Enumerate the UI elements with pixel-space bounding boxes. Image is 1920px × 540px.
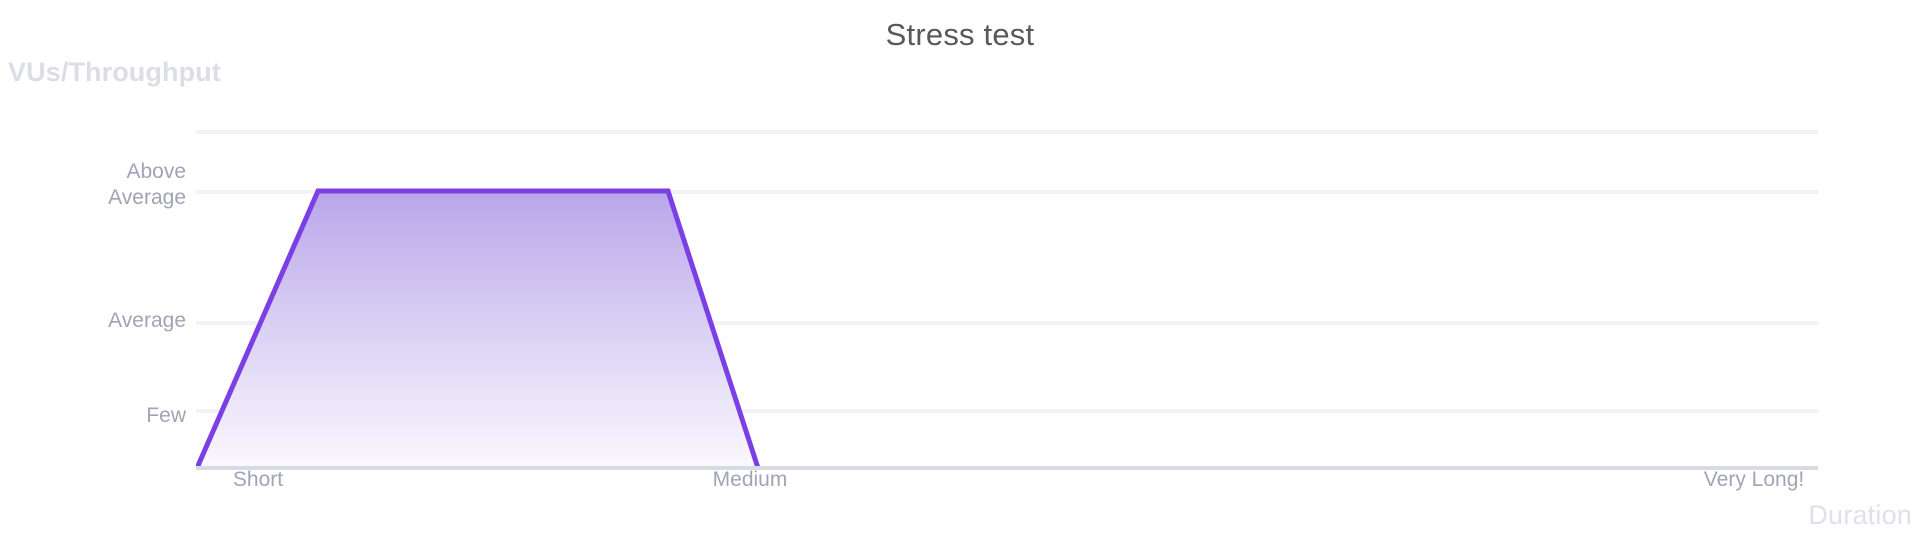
series-line-vus xyxy=(196,188,761,470)
y-axis-title: VUs/Throughput xyxy=(8,57,221,87)
y-tick-line-1: Above xyxy=(126,160,186,183)
y-tick-label-above-average: Above Average xyxy=(108,159,186,211)
y-tick-line-2: Average xyxy=(108,186,186,209)
x-tick-label-medium: Medium xyxy=(712,468,788,491)
y-tick-label-few: Few xyxy=(146,404,186,427)
area-fill-vus xyxy=(197,191,758,468)
page-title: Stress test xyxy=(885,17,1035,52)
chart-plot-svg xyxy=(196,130,1818,470)
x-tick-label-very-long: Very Long! xyxy=(1703,468,1805,491)
x-axis-title: Duration xyxy=(1808,500,1912,530)
y-tick-label-average: Average xyxy=(108,309,186,332)
x-tick-label-short: Short xyxy=(232,468,284,491)
plot-area xyxy=(196,130,1818,470)
